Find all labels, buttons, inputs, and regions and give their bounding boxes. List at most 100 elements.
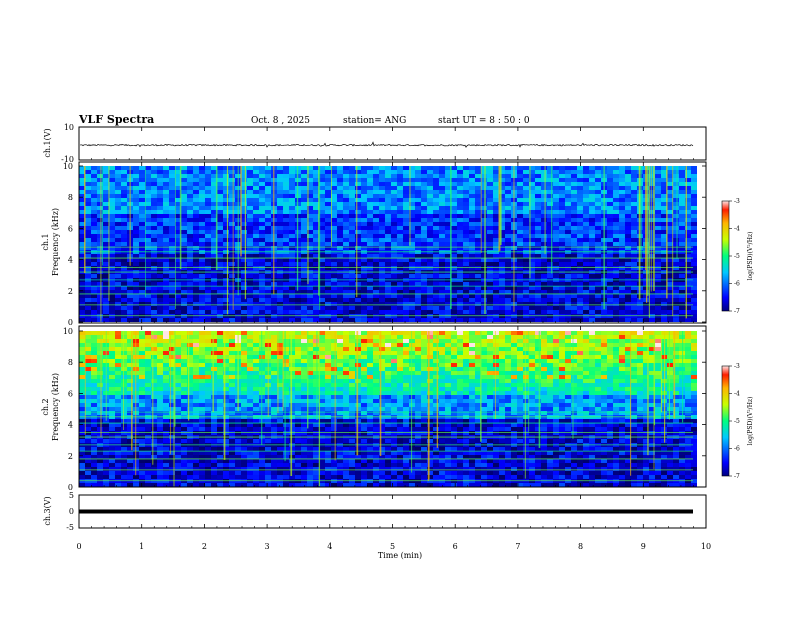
ch1-spec-cell — [535, 246, 541, 250]
ch2-spec-cell — [109, 391, 115, 395]
ch1-spec-cell — [133, 210, 139, 214]
ch1-spec-cell — [481, 202, 487, 206]
ch1-spec-cell — [421, 302, 427, 306]
ch2-spec-cell — [151, 391, 157, 395]
ch1-spec-cell — [259, 302, 265, 306]
ch1-spec-cell — [523, 274, 529, 278]
ch1-spec-cell — [625, 318, 631, 322]
ch1-spec-cell — [241, 198, 247, 202]
ch2-spec-cell — [181, 419, 187, 423]
ch1-spec-cell — [325, 258, 331, 262]
ch2-spec-cell — [103, 459, 109, 463]
ch1-spec-cell — [241, 306, 247, 310]
ch2-spec-cell — [205, 371, 211, 375]
ch1-spec-cell — [181, 262, 187, 266]
ch1-spec-cell — [625, 242, 631, 246]
ch1-spec-cell — [115, 182, 121, 186]
ch1-spec-cell — [205, 242, 211, 246]
ch2-spec-cell — [85, 335, 91, 339]
ch1-spec-cell — [529, 282, 535, 286]
ch1-spec-cell — [193, 210, 199, 214]
ch1-spec-cell — [571, 202, 577, 206]
ch2-spec-cell — [205, 459, 211, 463]
ch1-spec-cell — [223, 282, 229, 286]
ch1-spec-cell — [187, 246, 193, 250]
ch1-spec-cell — [577, 214, 583, 218]
ch1-spec-cell — [385, 274, 391, 278]
ch1-spec-cell — [661, 246, 667, 250]
ch1-spec-cell — [427, 178, 433, 182]
ch1-spec-cell — [121, 294, 127, 298]
ch1-spec-cell — [433, 318, 439, 322]
ch1-spec-cell — [169, 222, 175, 226]
ch2-spec-cell — [199, 411, 205, 415]
ch1-spec-cell — [127, 282, 133, 286]
ch2-spec-cell — [139, 347, 145, 351]
ch1-spec-cell — [691, 170, 697, 174]
ch1-spec-cell — [391, 194, 397, 198]
ch2-spec-cell — [121, 355, 127, 359]
ch1-spec-cell — [343, 194, 349, 198]
ch1-spec-cell — [505, 258, 511, 262]
ch1-spec-cell — [379, 302, 385, 306]
ch2-spec-cell — [85, 339, 91, 343]
ch1-spec-cell — [571, 206, 577, 210]
ch1-spec-cell — [367, 282, 373, 286]
ch1-spec-cell — [343, 234, 349, 238]
ch1-spec-cell — [91, 230, 97, 234]
ch1-spec-cell — [355, 202, 361, 206]
ch1-spec-cell — [661, 274, 667, 278]
ch1-spec-cell — [403, 282, 409, 286]
ch1-spec-cell — [169, 306, 175, 310]
ch1-spec-cell — [571, 290, 577, 294]
ch1-spec-cell — [655, 170, 661, 174]
ch1-spec-cell — [553, 246, 559, 250]
ch1-spec-cell — [667, 262, 673, 266]
ch2-spec-cell — [205, 471, 211, 475]
ch1-spec-cell — [277, 202, 283, 206]
ch1-spec-cell — [259, 274, 265, 278]
ch1-spec-cell — [403, 170, 409, 174]
ch2-spec-cell — [163, 475, 169, 479]
ch2-spec-cell — [97, 347, 103, 351]
ch1-spec-cell — [679, 206, 685, 210]
ch1-spec-cell — [559, 186, 565, 190]
ch1-spec-cell — [493, 198, 499, 202]
ch1-spec-cell — [283, 178, 289, 182]
ch1-spec-cell — [679, 286, 685, 290]
ch2-spec-cell — [91, 375, 97, 379]
ch2-spec-cell — [115, 351, 121, 355]
ch2-spec-cell — [85, 383, 91, 387]
ch1-spec-cell — [565, 198, 571, 202]
ch1-spec-cell — [325, 166, 331, 170]
ch1-spec-cell — [355, 274, 361, 278]
ch1-spec-cell — [451, 226, 457, 230]
ch2-spec-cell — [163, 467, 169, 471]
ch2-spec-cell — [139, 351, 145, 355]
ch1-spec-cell — [325, 182, 331, 186]
ch1-spec-cell — [451, 218, 457, 222]
ch1-spec-cell — [175, 282, 181, 286]
ch1-spec-cell — [139, 254, 145, 258]
ch1-spec-cell — [457, 254, 463, 258]
ch2-spec-cell — [79, 335, 85, 339]
ch1-spec-cell — [673, 190, 679, 194]
ch1-spec-cell — [241, 298, 247, 302]
ch2-spec-cell — [115, 399, 121, 403]
ch1-spec-cell — [241, 246, 247, 250]
ch1-spec-cell — [121, 214, 127, 218]
ch1-spec-cell — [337, 214, 343, 218]
ch1-spec-cell — [325, 170, 331, 174]
ch1-spec-cell — [247, 206, 253, 210]
ch1-spec-cell — [331, 310, 337, 314]
ch1-spec-cell — [613, 238, 619, 242]
ch1-spec-cell — [331, 298, 337, 302]
ch2-spec-cell — [175, 439, 181, 443]
ch1-spec-cell — [607, 218, 613, 222]
ch1-spec-cell — [217, 210, 223, 214]
ch1-spec-cell — [685, 318, 691, 322]
ch1-spec-cell — [475, 174, 481, 178]
ch2-spec-cell — [205, 375, 211, 379]
ch2-spectrogram-image — [79, 331, 697, 487]
ch1-spec-cell — [475, 286, 481, 290]
